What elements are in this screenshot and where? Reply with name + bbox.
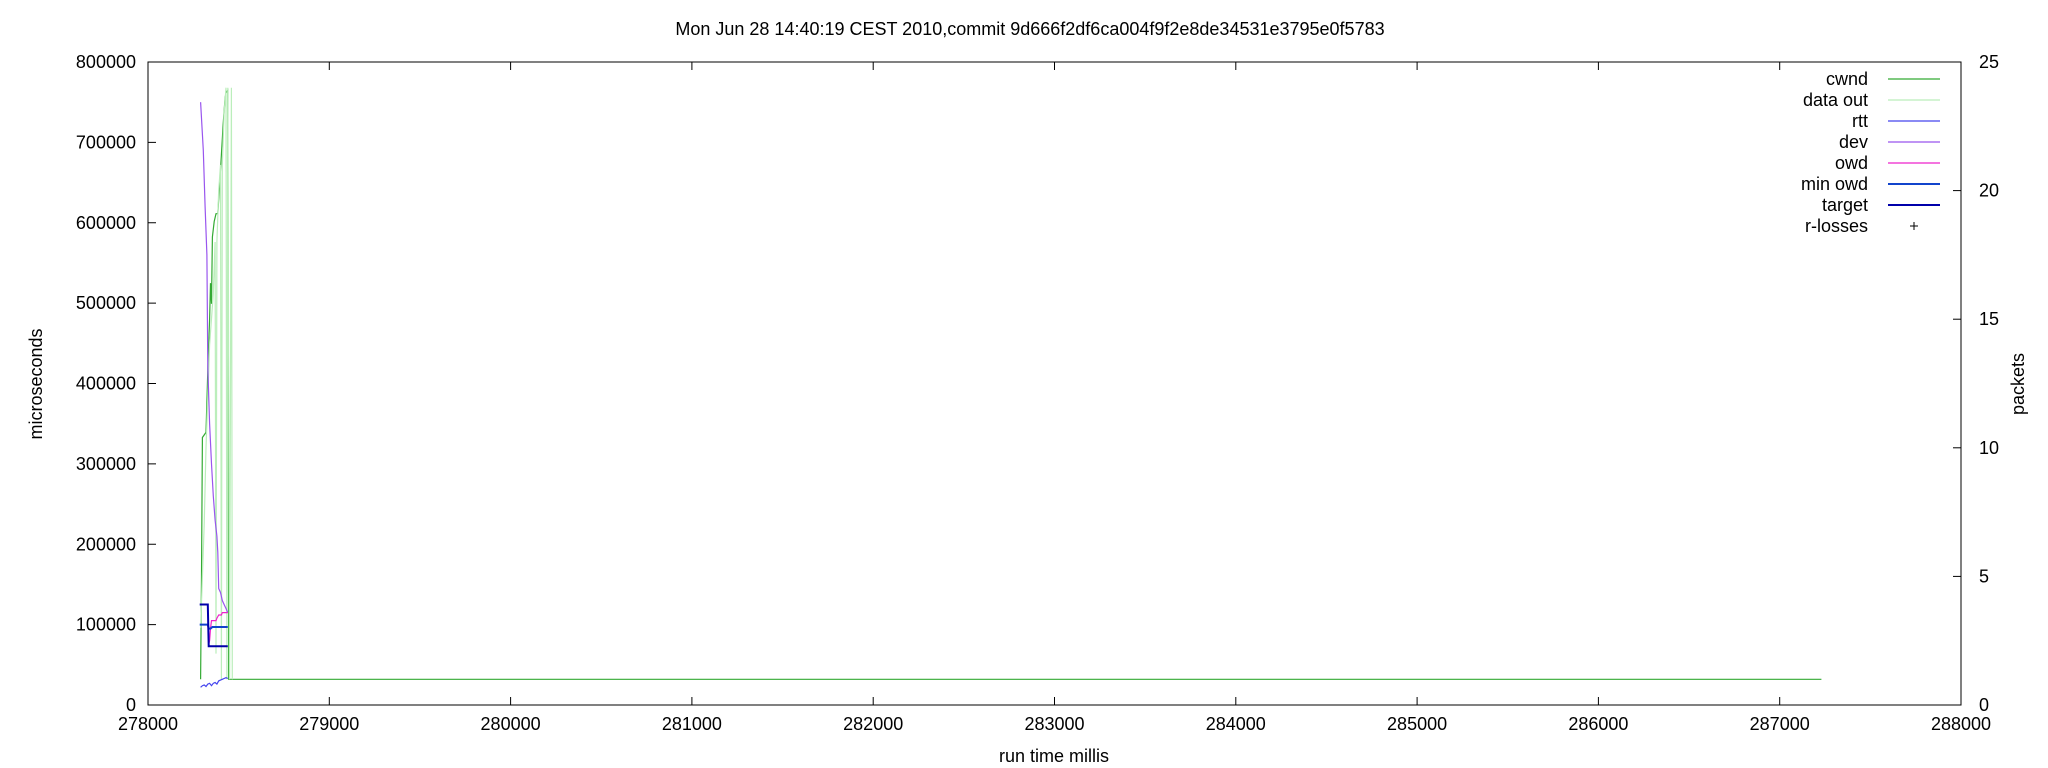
series-target-line [199,603,228,648]
plot-frame [147,61,1962,706]
y-axis: 0 100000 200000 300000 400000 500000 600000 700… [76,52,156,715]
x-tick-label: 284000 [1206,714,1266,734]
series-rtt-line [200,677,229,688]
y-tick-label: 700000 [76,132,136,152]
y-axis-label: microseconds [26,328,46,439]
y-tick-label: 800000 [76,52,136,72]
x-tick-label: 280000 [481,714,541,734]
y2-tick-label: 20 [1979,181,1999,201]
x-tick-label: 279000 [299,714,359,734]
y-tick-label: 600000 [76,213,136,233]
x-tick-label: 287000 [1750,714,1810,734]
y2-tick-label: 10 [1979,438,1999,458]
series-layer [199,87,1822,688]
y2-tick-label: 5 [1979,566,1989,586]
legend-marker-r-losses [1910,222,1918,230]
legend-label-rtt: rtt [1852,111,1868,131]
legend-label-data-out: data out [1803,90,1868,110]
x-tick-label: 278000 [118,714,178,734]
y-tick-label: 200000 [76,534,136,554]
series-min-owd-line [199,623,228,630]
y2-tick-label: 0 [1979,695,1989,715]
legend-label-owd: owd [1835,153,1868,173]
series-data-out-line [200,87,233,680]
chart-title: Mon Jun 28 14:40:19 CEST 2010,commit 9d6… [675,19,1384,39]
y-tick-label: 300000 [76,454,136,474]
series-cwnd-line [200,88,1822,680]
x-axis-label: run time millis [999,746,1109,766]
x-tick-label: 282000 [843,714,903,734]
y2-axis-label: packets [2008,353,2028,415]
y-tick-label: 0 [126,695,136,715]
x-tick-label: 288000 [1931,714,1991,734]
x-tick-label: 285000 [1387,714,1447,734]
x-tick-label: 281000 [662,714,722,734]
legend-label-dev: dev [1839,132,1868,152]
y-tick-label: 400000 [76,374,136,394]
y2-tick-label: 15 [1979,309,1999,329]
x-tick-label: 286000 [1568,714,1628,734]
x-tick-label: 283000 [1024,714,1084,734]
y-tick-label: 100000 [76,615,136,635]
y2-axis: 0 5 10 15 20 25 [1953,52,1999,715]
y2-tick-label: 25 [1979,52,1999,72]
series-owd-line [208,611,228,645]
legend-label-r-losses: r-losses [1805,216,1868,236]
legend-label-cwnd: cwnd [1826,69,1868,89]
x-axis: 278000 279000 280000 281000 282000 283000 2840… [118,62,1991,734]
series-dev-line [200,102,229,613]
legend-label-min-owd: min owd [1801,174,1868,194]
y-tick-label: 500000 [76,293,136,313]
legend-label-target: target [1822,195,1868,215]
